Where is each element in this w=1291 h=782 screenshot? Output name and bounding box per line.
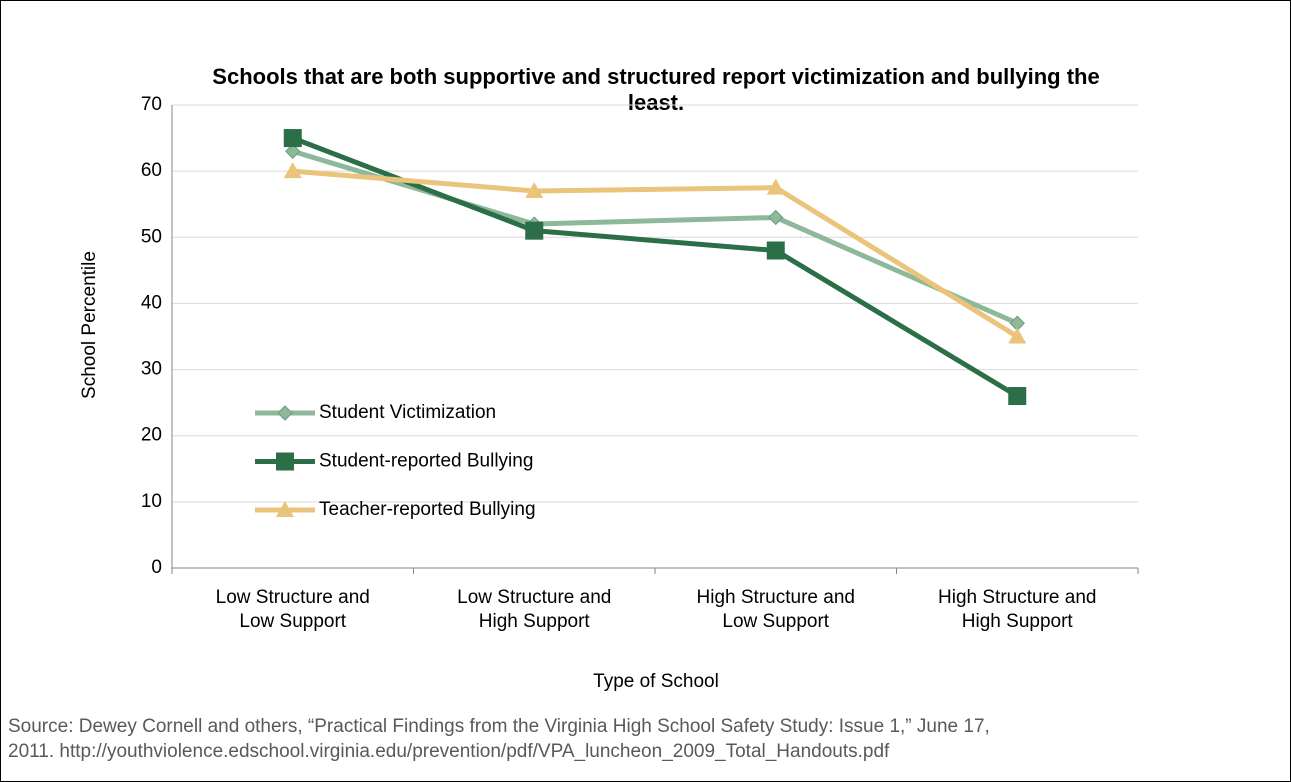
marker — [1008, 327, 1027, 344]
marker — [525, 221, 544, 240]
series-line — [291, 135, 1019, 399]
chart-title: Schools that are both supportive and str… — [212, 64, 1100, 115]
x-tick-label: Low Structure and Low Support — [215, 587, 370, 632]
marker — [525, 181, 544, 198]
x-tick-label: Low Structure and High Support — [457, 587, 612, 632]
y-tick-label: 60 — [141, 160, 162, 181]
series-line — [292, 148, 1019, 326]
marker — [766, 178, 785, 195]
y-tick-label: 0 — [151, 557, 162, 578]
x-tick-label: High Structure and High Support — [938, 587, 1097, 632]
x-tick-label: High Structure and Low Support — [696, 587, 855, 632]
y-tick-label: 20 — [141, 425, 162, 446]
y-tick-label: 10 — [141, 491, 162, 512]
marker — [283, 162, 302, 179]
series-line — [292, 168, 1019, 339]
marker — [276, 452, 294, 471]
marker — [285, 143, 301, 160]
marker — [277, 405, 293, 421]
marker — [283, 129, 302, 148]
marker — [768, 209, 784, 226]
y-tick-label: 50 — [141, 226, 162, 247]
legend-label: Student Victimization — [319, 402, 496, 423]
y-tick-label: 40 — [141, 292, 162, 313]
marker — [276, 501, 294, 517]
legend-label: Student-reported Bullying — [319, 451, 533, 472]
marker — [766, 241, 785, 260]
marker — [1008, 387, 1027, 406]
y-tick-label: 30 — [141, 359, 162, 380]
y-tick-label: 70 — [141, 94, 162, 115]
x-axis-label: Type of School — [593, 671, 719, 692]
source-line: Source: Dewey Cornell and others, “Pract… — [8, 716, 990, 737]
source-line: 2011. http://youthviolence.edschool.virg… — [8, 741, 890, 762]
y-axis-label: School Percentile — [79, 251, 100, 399]
legend-label: Teacher-reported Bullying — [319, 499, 536, 520]
